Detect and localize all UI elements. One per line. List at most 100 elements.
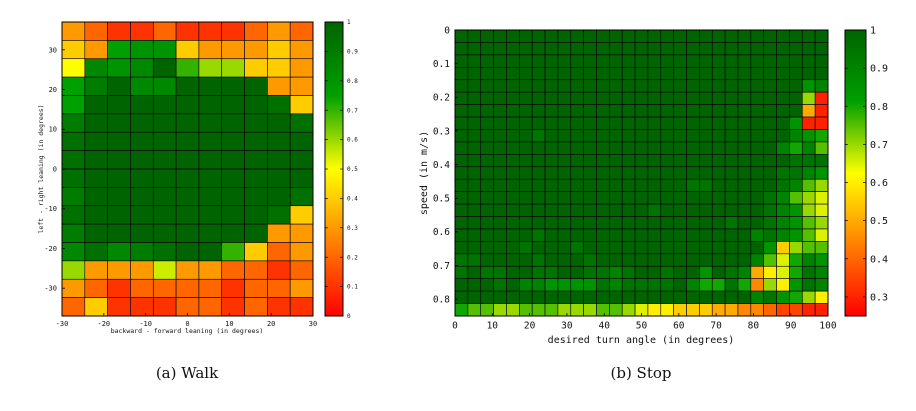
stop-cell (814, 203, 829, 217)
walk-cell (198, 168, 223, 188)
stop-cell (467, 91, 482, 105)
stop-colorbar-tick-label: 0.5 (870, 216, 888, 227)
stop-cell (596, 303, 610, 317)
stop-cell (480, 278, 494, 292)
walk-cell (175, 150, 200, 170)
stop-cell (686, 141, 700, 155)
walk-cell (175, 131, 200, 151)
stop-cell (621, 166, 636, 180)
stop-cell (621, 141, 636, 155)
stop-cell (699, 191, 713, 205)
stop-cell (763, 29, 777, 43)
stop-cell (621, 178, 636, 192)
stop-cell (583, 29, 597, 43)
walk-cell (267, 150, 291, 170)
stop-x-axis-label: desired turn angle (in degrees) (548, 335, 735, 346)
stop-cell (737, 42, 752, 56)
stop-cell (699, 141, 713, 155)
walk-cell (152, 58, 177, 78)
stop-cell (467, 29, 482, 43)
walk-cell (175, 242, 200, 262)
stop-cell (480, 91, 494, 105)
stop-cell (544, 42, 559, 56)
stop-cell (480, 191, 494, 205)
walk-cell (107, 95, 131, 115)
stop-cell (621, 104, 636, 118)
stop-cell (750, 54, 764, 68)
stop-cell (801, 154, 816, 168)
stop-cell (789, 79, 803, 93)
stop-cell (673, 104, 687, 118)
walk-cell (289, 95, 314, 115)
stop-cell (801, 265, 816, 279)
stop-cell (660, 241, 674, 255)
stop-cell (583, 191, 597, 205)
stop-cell (531, 166, 546, 180)
stop-cell (789, 228, 803, 242)
stop-cell (801, 228, 816, 242)
stop-cell (480, 303, 494, 317)
stop-cell (570, 278, 584, 292)
stop-cell (570, 29, 584, 43)
stop-cell (583, 116, 597, 130)
stop-cell (814, 166, 829, 180)
stop-cell (454, 178, 469, 192)
stop-cell (519, 166, 533, 180)
stop-cell (634, 54, 649, 68)
stop-cell (750, 241, 764, 255)
stop-cell (583, 154, 597, 168)
stop-cell (776, 54, 790, 68)
stop-cell (544, 154, 559, 168)
walk-cell (152, 260, 177, 280)
stop-cell (621, 290, 636, 304)
stop-cell (686, 116, 700, 130)
stop-cell (544, 141, 559, 155)
walk-cell (130, 223, 154, 243)
walk-cell (152, 187, 177, 207)
stop-cell (673, 129, 687, 143)
stop-cell (519, 265, 533, 279)
stop-cell (763, 79, 777, 93)
stop-cell (711, 278, 726, 292)
stop-cell (660, 228, 674, 242)
stop-cell (776, 154, 790, 168)
stop-cell (647, 91, 662, 105)
stop-cell (531, 29, 546, 43)
stop-x-tick-label: 50 (636, 321, 648, 332)
stop-cell (801, 29, 816, 43)
walk-cell (84, 278, 108, 298)
walk-cell (84, 40, 108, 60)
stop-cell (789, 253, 803, 267)
stop-cell (609, 203, 623, 217)
stop-cell (737, 166, 752, 180)
stop-cell (531, 191, 546, 205)
stop-cell (724, 79, 739, 93)
stop-cell (789, 42, 803, 56)
walk-x-axis-label: backward - forward leaning (in degrees) (111, 327, 264, 335)
stop-cell (763, 191, 777, 205)
stop-cell (596, 265, 610, 279)
stop-cell (531, 203, 546, 217)
stop-cell (737, 278, 752, 292)
stop-cell (699, 54, 713, 68)
walk-cell (244, 131, 268, 151)
stop-y-tick-label: 0.5 (433, 194, 450, 205)
walk-x-tick-label: 30 (309, 320, 317, 328)
stop-cell (724, 129, 739, 143)
stop-cell (686, 42, 700, 56)
stop-cell (583, 166, 597, 180)
walk-cell (130, 297, 154, 317)
stop-cell (814, 278, 829, 292)
stop-cell (544, 278, 559, 292)
walk-y-tick-label: 0 (53, 165, 57, 173)
stop-cell (557, 228, 572, 242)
stop-cell (776, 29, 790, 43)
stop-cell (814, 129, 829, 143)
stop-cell (647, 241, 662, 255)
stop-cell (724, 203, 739, 217)
stop-cell (647, 116, 662, 130)
stop-cell (634, 42, 649, 56)
stop-cell (673, 42, 687, 56)
stop-cell (763, 42, 777, 56)
stop-cell (763, 116, 777, 130)
